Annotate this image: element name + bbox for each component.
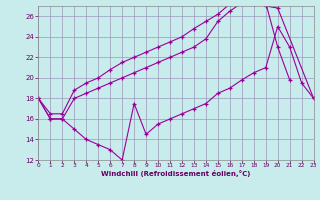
X-axis label: Windchill (Refroidissement éolien,°C): Windchill (Refroidissement éolien,°C) [101, 170, 251, 177]
